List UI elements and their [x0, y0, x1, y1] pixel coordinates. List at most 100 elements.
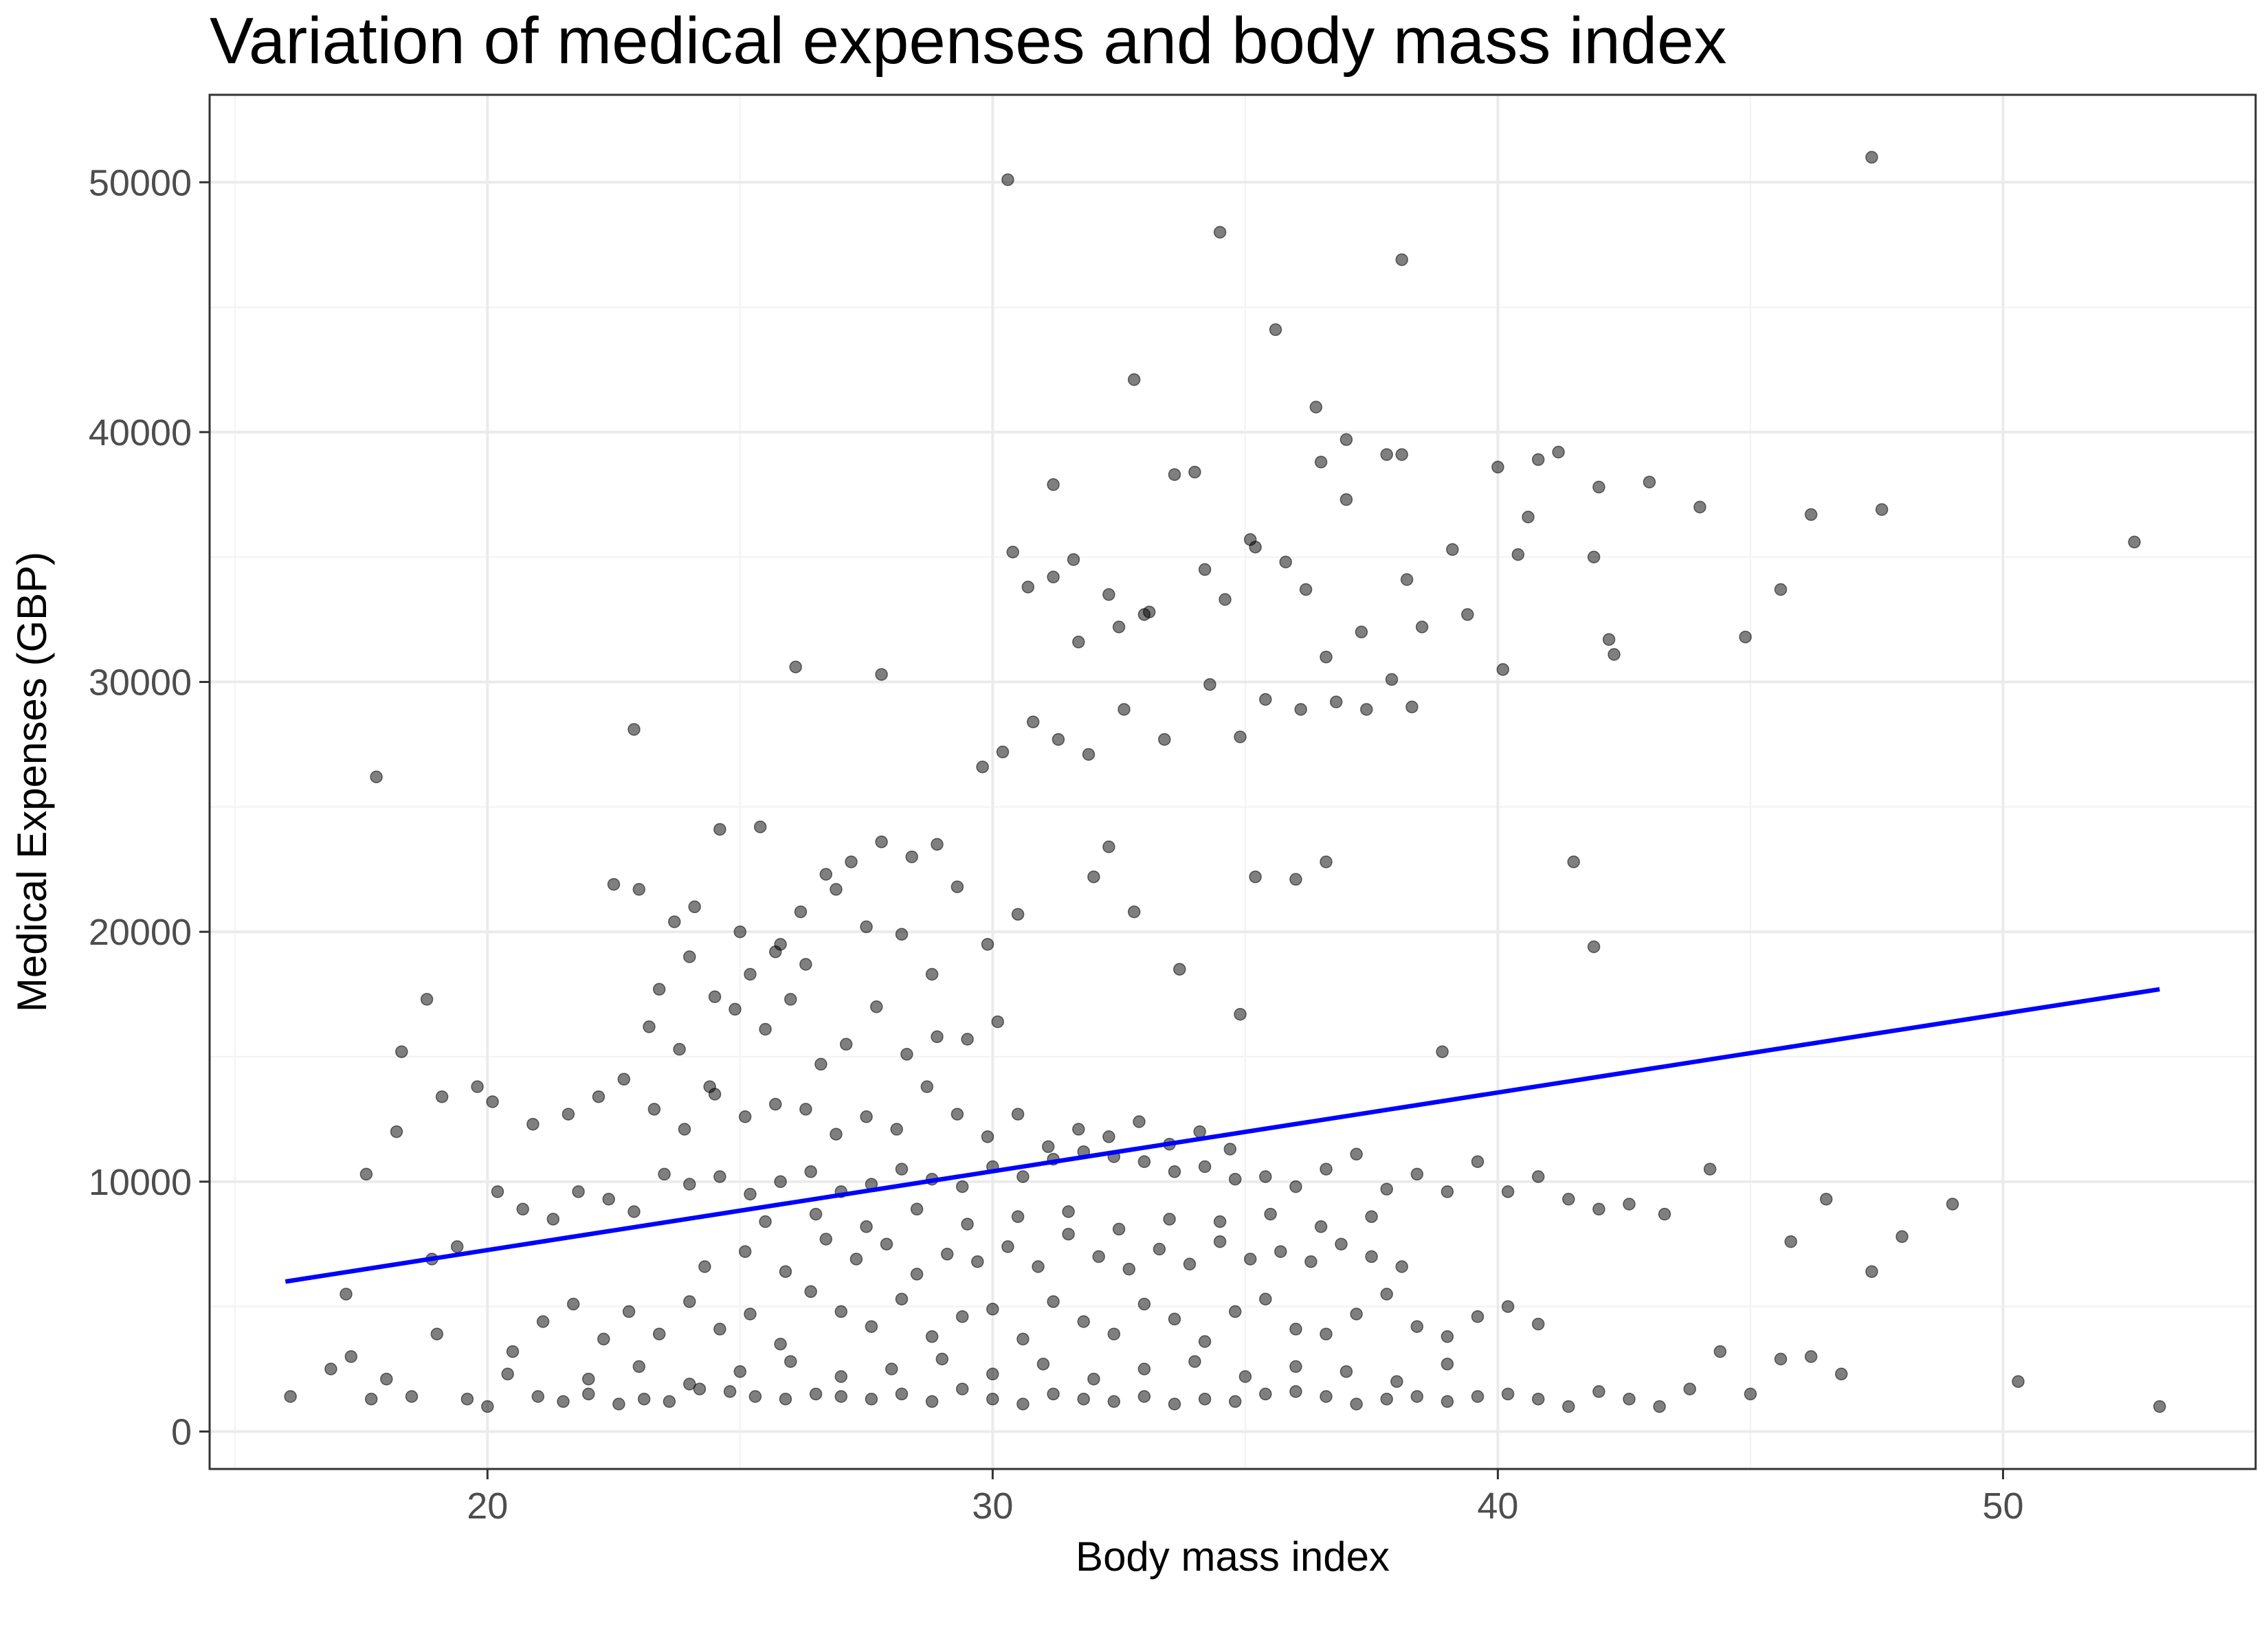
data-point — [1102, 840, 1115, 853]
data-point — [1213, 225, 1227, 239]
data-point — [597, 1332, 610, 1346]
data-point — [1243, 1253, 1257, 1266]
data-point — [1198, 1160, 1212, 1174]
data-point — [890, 1123, 903, 1136]
data-point — [1653, 1400, 1666, 1413]
data-point — [536, 1315, 550, 1328]
data-point — [1052, 732, 1065, 746]
data-point — [607, 877, 621, 891]
data-point — [950, 880, 964, 893]
data-point — [1380, 1182, 1393, 1196]
data-point — [622, 1305, 636, 1319]
data-point — [344, 1350, 358, 1363]
data-point — [1355, 625, 1368, 639]
data-point — [1259, 693, 1272, 706]
data-point — [647, 1103, 661, 1116]
data-point — [900, 1048, 913, 1061]
data-point — [1047, 478, 1060, 491]
data-point — [1036, 1358, 1050, 1371]
data-point — [1087, 870, 1100, 884]
data-point — [1739, 630, 1752, 644]
data-point — [1587, 940, 1601, 954]
data-point — [632, 1360, 646, 1373]
data-point — [1471, 1155, 1485, 1168]
data-point — [637, 1392, 651, 1406]
data-point — [1107, 1327, 1121, 1340]
data-point — [1446, 543, 1459, 557]
data-point — [875, 668, 888, 681]
data-point — [779, 1265, 792, 1278]
data-point — [1047, 1387, 1060, 1401]
data-point — [799, 1103, 812, 1116]
data-point — [1410, 1390, 1424, 1403]
data-point — [582, 1372, 595, 1386]
data-point — [961, 1218, 974, 1231]
data-point — [1410, 1320, 1424, 1333]
data-points — [284, 150, 2166, 1413]
data-point — [683, 1295, 696, 1308]
data-point — [870, 1000, 883, 1013]
data-point — [1350, 1398, 1363, 1411]
data-point — [1592, 1385, 1605, 1398]
data-point — [981, 1130, 994, 1143]
data-point — [693, 1382, 707, 1395]
data-point — [1531, 1392, 1545, 1406]
data-point — [1198, 563, 1212, 576]
data-point — [1289, 1385, 1302, 1398]
data-point — [592, 1090, 605, 1103]
data-point — [784, 1355, 797, 1368]
data-point — [860, 920, 873, 934]
data-point — [1077, 1315, 1090, 1328]
y-tick-label: 30000 — [89, 662, 192, 704]
data-point — [1531, 453, 1545, 467]
data-point — [1168, 1398, 1181, 1411]
data-point — [809, 1387, 823, 1401]
data-point — [1390, 1375, 1403, 1388]
data-point — [1228, 1172, 1242, 1186]
data-point — [895, 928, 909, 941]
data-point — [1350, 1308, 1363, 1321]
data-point — [1350, 1147, 1363, 1161]
data-point — [1011, 908, 1025, 921]
data-point — [986, 1392, 999, 1406]
data-point — [986, 1303, 999, 1316]
data-point — [713, 1323, 726, 1336]
data-point — [557, 1395, 570, 1409]
data-point — [1137, 1297, 1151, 1311]
data-point — [1274, 1245, 1287, 1258]
data-point — [1410, 1167, 1424, 1181]
data-point — [1320, 1327, 1333, 1340]
data-point — [1774, 583, 1788, 596]
data-point — [1011, 1210, 1025, 1223]
data-point — [830, 883, 843, 896]
data-point — [1491, 460, 1504, 474]
data-point — [1819, 1193, 1833, 1206]
data-point — [1168, 1312, 1181, 1326]
y-tick-label: 10000 — [89, 1162, 192, 1203]
data-point — [1562, 1400, 1575, 1413]
data-point — [910, 1268, 924, 1281]
data-point — [1289, 1323, 1302, 1336]
data-point — [1249, 540, 1262, 554]
data-point — [1183, 1257, 1197, 1271]
data-point — [1320, 855, 1333, 868]
data-point — [1001, 173, 1014, 186]
data-point — [839, 1037, 853, 1051]
data-point — [1320, 1390, 1333, 1403]
data-point — [814, 1057, 827, 1071]
data-point — [1339, 1365, 1353, 1378]
data-point — [673, 1042, 686, 1056]
data-point — [1501, 1185, 1515, 1198]
data-point — [986, 1367, 999, 1381]
data-point — [1531, 1317, 1545, 1331]
data-point — [340, 1288, 353, 1301]
data-point — [1299, 583, 1313, 596]
data-point — [748, 1390, 762, 1403]
data-point — [420, 993, 434, 1006]
x-tick-label: 40 — [1477, 1485, 1518, 1527]
data-point — [779, 1392, 792, 1406]
data-point — [744, 1187, 757, 1201]
data-point — [1320, 650, 1333, 664]
data-point — [1077, 1392, 1090, 1406]
data-point — [683, 1378, 696, 1391]
